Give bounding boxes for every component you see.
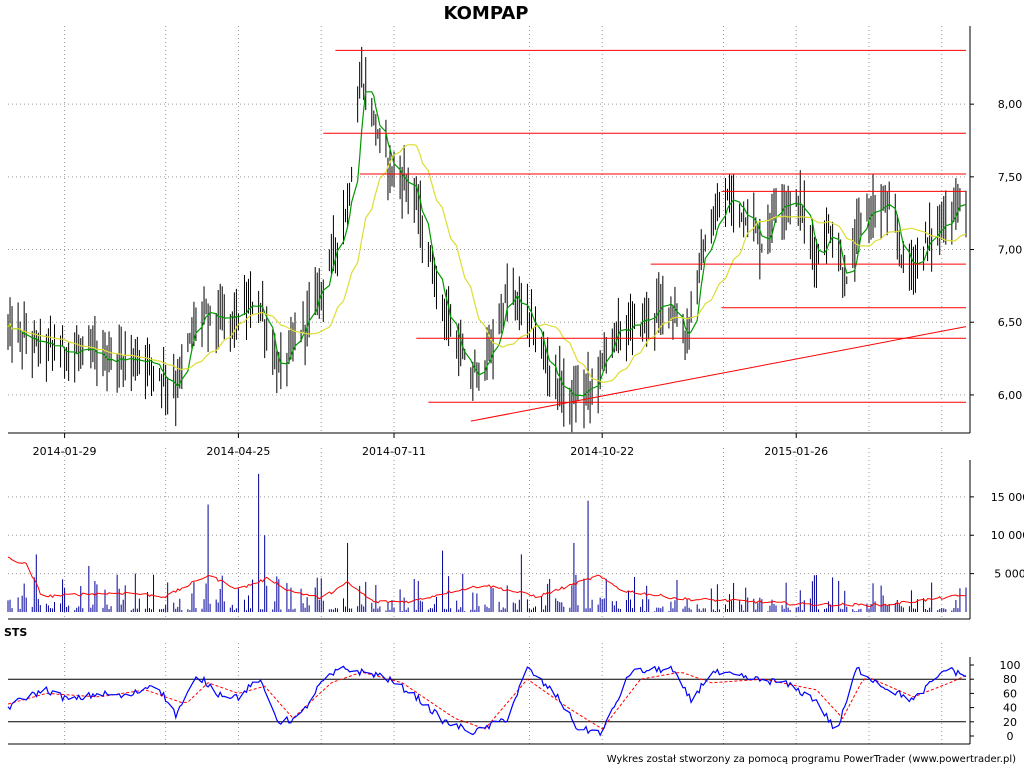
trend-line bbox=[470, 326, 967, 422]
sts-y-tick-label: 60 bbox=[1003, 687, 1017, 700]
price-y-tick-label: 8,00 bbox=[998, 98, 1023, 111]
chart-title: KOMPAP bbox=[443, 3, 528, 24]
volume-y-tick-label: 10 000 bbox=[991, 529, 1024, 542]
price-y-tick-label: 6,50 bbox=[998, 316, 1023, 329]
volume-y-tick-label: 15 000 bbox=[991, 491, 1024, 504]
price-y-tick-label: 7,00 bbox=[998, 244, 1023, 257]
x-tick-label: 2014-04-25 bbox=[206, 445, 270, 458]
stochastic-panel bbox=[7, 665, 967, 737]
x-tick-label: 2014-07-11 bbox=[362, 445, 426, 458]
slow-moving-average-line bbox=[7, 144, 967, 383]
sts-k-line bbox=[7, 665, 967, 737]
sts-y-tick-label: 40 bbox=[1003, 702, 1017, 715]
sts-y-tick-label: 0 bbox=[1007, 730, 1014, 743]
sts-y-tick-label: 100 bbox=[1000, 659, 1021, 672]
footer-credit: Wykres został stworzony za pomocą progra… bbox=[607, 754, 1016, 765]
sts-d-line bbox=[7, 671, 967, 730]
price-y-tick-label: 7,50 bbox=[998, 171, 1023, 184]
x-tick-label: 2014-01-29 bbox=[33, 445, 97, 458]
fast-moving-average-line bbox=[7, 91, 967, 397]
x-tick-label: 2014-10-22 bbox=[570, 445, 634, 458]
sts-panel-label: STS bbox=[4, 626, 27, 639]
volume-panel bbox=[7, 473, 967, 612]
volume-average-line bbox=[7, 556, 967, 608]
price-panel bbox=[7, 46, 967, 433]
sts-y-tick-label: 80 bbox=[1003, 673, 1017, 686]
volume-y-tick-label: 5 000 bbox=[994, 568, 1024, 581]
x-tick-label: 2015-01-26 bbox=[764, 445, 828, 458]
sts-y-tick-label: 20 bbox=[1003, 716, 1017, 729]
price-y-tick-label: 6,00 bbox=[998, 389, 1023, 402]
